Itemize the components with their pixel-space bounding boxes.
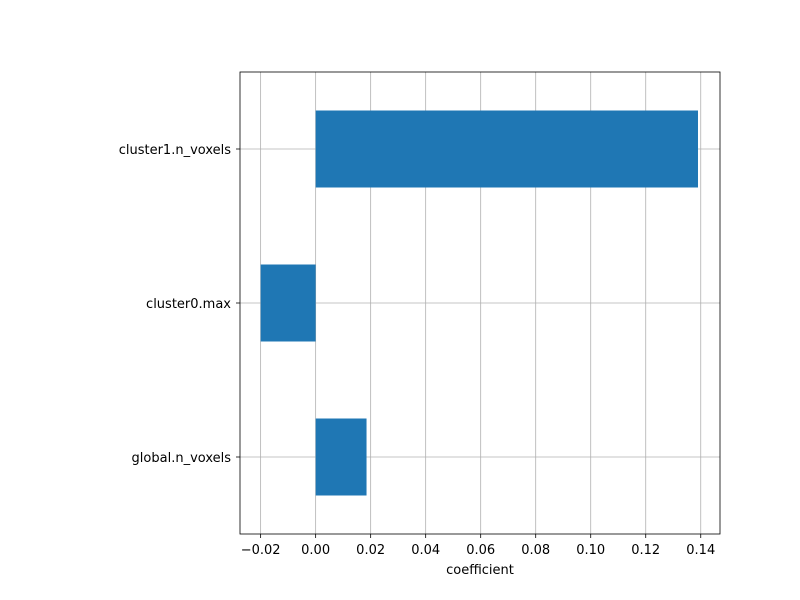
- bars: [260, 110, 698, 496]
- bar: [315, 418, 367, 496]
- y-tick-label: cluster0.max: [146, 297, 231, 312]
- x-tick-label: 0.06: [466, 543, 495, 558]
- x-tick-label: 0.02: [356, 543, 385, 558]
- y-tick-label: cluster1.n_voxels: [119, 143, 232, 158]
- x-tick-label: 0.08: [521, 543, 550, 558]
- bar: [315, 110, 698, 188]
- y-tick-label: global.n_voxels: [132, 451, 232, 466]
- x-axis-label: coefficient: [446, 563, 514, 578]
- y-axis-ticks: global.n_voxels cluster0.max cluster1.n_vo…: [119, 143, 240, 466]
- x-tick-label: 0.10: [576, 543, 605, 558]
- x-tick-label: −0.02: [241, 543, 281, 558]
- x-tick-label: 0.04: [411, 543, 440, 558]
- x-tick-label: 0.12: [631, 543, 660, 558]
- x-tick-label: 0.14: [686, 543, 715, 558]
- x-axis-ticks: −0.02 0.00 0.02 0.04 0.06 0.08 0.10 0.12 0.14: [241, 534, 715, 558]
- bar: [260, 264, 316, 342]
- x-tick-label: 0.00: [301, 543, 330, 558]
